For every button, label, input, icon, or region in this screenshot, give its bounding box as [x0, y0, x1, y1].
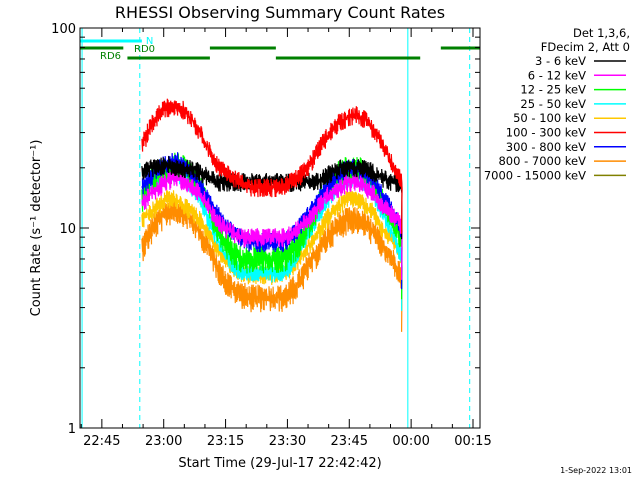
- legend-label: 50 - 100 keV: [513, 111, 586, 125]
- x-axis: 22:45 23:00 23:15 23:30 23:45 00:00 00:15: [80, 28, 492, 449]
- series-trace: [141, 98, 403, 234]
- series-3-6-kev: [141, 156, 403, 240]
- legend-header-line-2: FDecim 2, Att 0: [541, 40, 630, 54]
- x-tick-label: 22:45: [83, 434, 120, 449]
- y-tick-label: 100: [51, 22, 76, 37]
- flag-label-rd0: RD0: [134, 44, 155, 55]
- date-stamp: 1-Sep-2022 13:01: [560, 466, 632, 475]
- legend-label: 800 - 7000 keV: [498, 154, 586, 168]
- series-trace: [141, 168, 403, 280]
- legend-label: 6 - 12 keV: [528, 68, 586, 82]
- legend-label: 3 - 6 keV: [535, 54, 586, 68]
- x-tick-label: 23:15: [207, 434, 244, 449]
- x-tick-label: 00:00: [392, 434, 429, 449]
- series-6-12-kev: [141, 168, 403, 280]
- flag-label-rd6: RD6: [100, 51, 121, 62]
- series-100-300-kev: [141, 98, 403, 234]
- x-tick-label: 23:30: [269, 434, 306, 449]
- flag-lines: [81, 28, 471, 428]
- legend-label: 25 - 50 keV: [520, 97, 586, 111]
- series-trace: [141, 156, 403, 240]
- series-layer: [141, 98, 403, 332]
- flag-label-n: N: [146, 36, 153, 47]
- x-tick-label: 00:15: [454, 434, 491, 449]
- legend-header-line-1: Det 1,3,6,: [573, 26, 630, 40]
- legend-label: 7000 - 15000 keV: [484, 168, 586, 182]
- x-tick-label: 23:00: [145, 434, 182, 449]
- legend-label: 12 - 25 keV: [520, 83, 586, 97]
- y-tick-label: 10: [59, 222, 76, 237]
- y-axis: 1 10 100: [51, 22, 480, 437]
- x-tick-label: 23:45: [331, 434, 368, 449]
- legend-label: 300 - 800 keV: [506, 140, 586, 154]
- chart-title: RHESSI Observing Summary Count Rates: [115, 3, 445, 22]
- y-axis-label: Count Rate (s⁻¹ detector⁻¹): [29, 140, 44, 317]
- x-axis-label: Start Time (29-Jul-17 22:42:42): [178, 456, 381, 471]
- legend-label: 100 - 300 keV: [506, 126, 586, 140]
- y-tick-label: 1: [68, 422, 76, 437]
